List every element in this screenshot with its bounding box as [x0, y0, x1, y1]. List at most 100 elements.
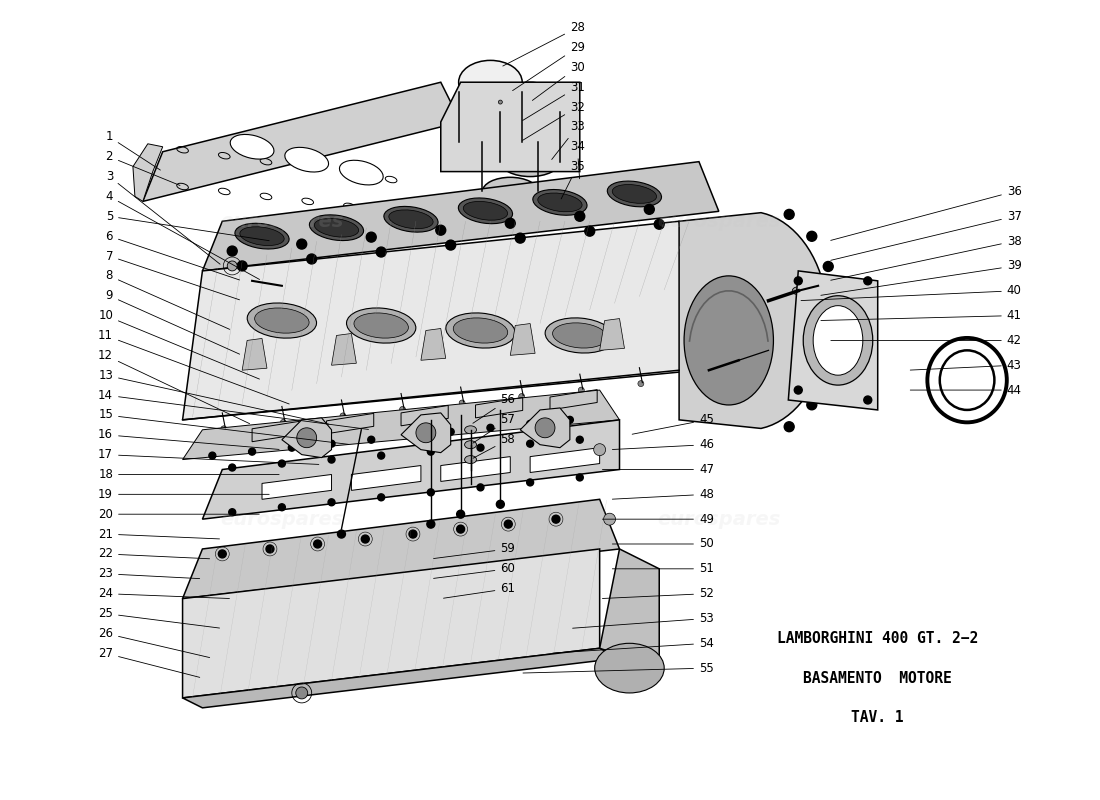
Ellipse shape	[500, 82, 560, 122]
Circle shape	[328, 440, 336, 447]
Ellipse shape	[464, 426, 476, 434]
Circle shape	[477, 444, 484, 451]
Circle shape	[594, 444, 606, 456]
Circle shape	[832, 334, 842, 344]
Ellipse shape	[500, 146, 560, 177]
Text: 35: 35	[561, 160, 584, 199]
Ellipse shape	[939, 350, 994, 410]
Ellipse shape	[459, 198, 513, 224]
Text: 13: 13	[98, 369, 329, 424]
Ellipse shape	[792, 286, 804, 294]
Circle shape	[280, 419, 286, 426]
Text: 34: 34	[570, 140, 585, 178]
Circle shape	[575, 211, 585, 222]
Circle shape	[428, 489, 435, 496]
Text: 58: 58	[473, 434, 515, 458]
Text: 37: 37	[830, 210, 1022, 260]
Polygon shape	[441, 82, 580, 171]
Ellipse shape	[463, 202, 507, 220]
Ellipse shape	[235, 223, 289, 249]
Polygon shape	[183, 390, 619, 459]
Circle shape	[407, 432, 415, 439]
Circle shape	[487, 424, 494, 431]
Text: 47: 47	[603, 463, 714, 476]
Circle shape	[535, 418, 556, 438]
Ellipse shape	[388, 210, 433, 229]
Ellipse shape	[546, 318, 615, 353]
Text: 44: 44	[911, 383, 1022, 397]
Text: 46: 46	[613, 438, 714, 451]
Text: 14: 14	[98, 389, 368, 430]
Ellipse shape	[459, 60, 522, 104]
Text: 27: 27	[98, 646, 200, 678]
Text: 12: 12	[98, 349, 250, 424]
Circle shape	[654, 219, 664, 229]
Polygon shape	[133, 144, 163, 202]
Text: 31: 31	[522, 81, 585, 121]
Polygon shape	[143, 82, 461, 202]
Text: 38: 38	[830, 234, 1022, 280]
Ellipse shape	[532, 190, 587, 215]
Ellipse shape	[309, 215, 364, 241]
Text: 42: 42	[830, 334, 1022, 347]
Text: 11: 11	[98, 329, 289, 404]
Circle shape	[328, 499, 336, 506]
Circle shape	[456, 525, 464, 533]
Circle shape	[209, 452, 216, 459]
Text: 21: 21	[98, 527, 220, 541]
Circle shape	[436, 226, 446, 235]
Text: LAMBORGHINI 400 GT. 2−2: LAMBORGHINI 400 GT. 2−2	[777, 631, 978, 646]
Polygon shape	[679, 213, 828, 429]
Text: 40: 40	[801, 284, 1022, 301]
Ellipse shape	[340, 160, 383, 185]
Text: 23: 23	[98, 567, 200, 580]
Circle shape	[238, 261, 248, 271]
Polygon shape	[520, 408, 570, 448]
Circle shape	[638, 381, 644, 386]
Circle shape	[221, 426, 227, 432]
Polygon shape	[441, 457, 510, 482]
Text: 28: 28	[503, 21, 585, 66]
Text: 26: 26	[98, 627, 210, 658]
Text: 5: 5	[106, 210, 270, 241]
Text: 51: 51	[613, 562, 714, 575]
Circle shape	[823, 370, 833, 380]
Text: 4: 4	[106, 190, 260, 279]
Circle shape	[229, 509, 235, 516]
Circle shape	[296, 687, 308, 699]
Circle shape	[361, 535, 370, 543]
Circle shape	[366, 232, 376, 242]
Circle shape	[228, 246, 238, 256]
Text: 32: 32	[522, 101, 585, 140]
Text: eurospares: eurospares	[220, 510, 343, 529]
Text: 17: 17	[98, 448, 319, 465]
Polygon shape	[421, 329, 446, 360]
Ellipse shape	[613, 185, 657, 203]
Circle shape	[527, 440, 534, 447]
Text: 53: 53	[573, 612, 714, 628]
Circle shape	[645, 204, 654, 214]
Circle shape	[552, 515, 560, 523]
Polygon shape	[202, 420, 619, 519]
Text: 3: 3	[106, 170, 220, 264]
Circle shape	[864, 277, 871, 285]
Circle shape	[249, 448, 255, 455]
Ellipse shape	[684, 276, 773, 405]
Circle shape	[367, 436, 375, 443]
Ellipse shape	[464, 456, 476, 463]
Text: 15: 15	[98, 408, 349, 444]
Text: 56: 56	[473, 394, 515, 423]
Polygon shape	[600, 549, 659, 668]
Text: 25: 25	[98, 607, 220, 628]
Circle shape	[266, 545, 274, 553]
Text: 6: 6	[106, 230, 240, 280]
Circle shape	[427, 520, 434, 528]
Text: 54: 54	[553, 637, 714, 653]
Text: 39: 39	[821, 259, 1022, 295]
Circle shape	[377, 494, 385, 501]
Text: 60: 60	[433, 562, 515, 578]
Text: 33: 33	[552, 121, 584, 159]
Text: 52: 52	[603, 587, 714, 600]
Polygon shape	[262, 474, 331, 499]
Text: 16: 16	[98, 428, 279, 450]
